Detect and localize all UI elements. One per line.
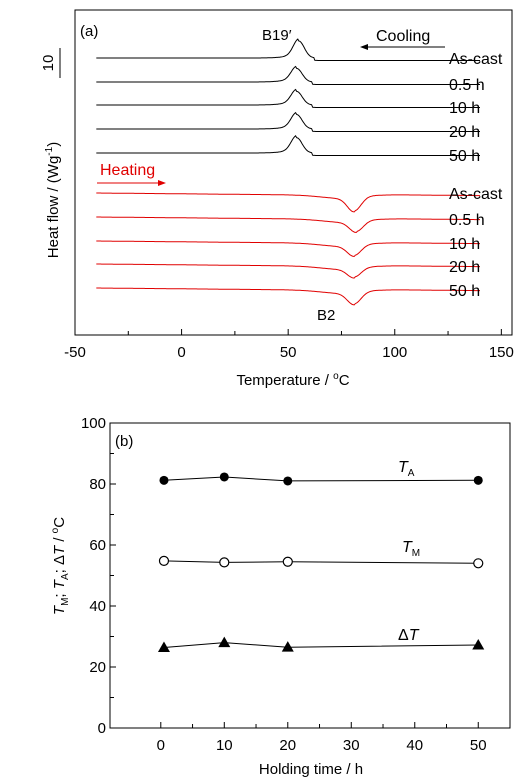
point-TA [159, 475, 169, 485]
panel-a-dsc-curves: (a) 10 Heat flow / (Wg-1) Cooling Heatin… [40, 9, 514, 389]
panel-a-xlabel: Temperature / oC [236, 371, 349, 389]
cooling-label: Cooling [376, 28, 430, 45]
point-TM [282, 556, 293, 567]
curve-cooling [96, 135, 480, 156]
point-TA [283, 476, 293, 486]
panel-a-xtick-label: -50 [64, 344, 86, 361]
panel-a-xtick-label: 0 [177, 344, 185, 361]
point-ΔT [218, 636, 231, 648]
panel-a-xticks: -50 0 50 100 150 [64, 329, 514, 361]
curve-labels-group: As-cast 0.5 h 10 h 20 h 50 h As-cast 0.5 h 10 h… [449, 51, 503, 300]
panel-b-xtick-label: 50 [470, 737, 487, 754]
panel-a-ylabel-main: Heat flow / (Wg [45, 156, 62, 259]
series-line-ΔT [163, 642, 479, 648]
curve-label-heating: 0.5 h [449, 212, 485, 229]
panel-b-ytick-label: 100 [81, 415, 106, 432]
panel-a-ylabel: Heat flow / (Wg-1) [44, 142, 62, 258]
panel-b-ytick-label: 60 [89, 537, 106, 554]
panel-b-frame [109, 422, 511, 729]
panel-a-label: (a) [80, 23, 98, 40]
point-TA [219, 472, 229, 482]
panel-a-ylabel-close: ) [45, 142, 62, 147]
point-TA [473, 475, 483, 485]
series-line-TM [163, 560, 479, 564]
panel-b-xticks: 0 10 20 30 40 50 [157, 722, 487, 754]
panel-b-xlabel: Holding time / h [259, 761, 363, 778]
curve-heating [96, 216, 480, 233]
panel-a-ylabel-exp: -1 [44, 146, 55, 155]
point-ΔT [281, 641, 294, 652]
panel-a-frame [74, 9, 513, 336]
panel-b-xtick-label: 20 [279, 737, 296, 754]
curve-label-heating: 50 h [449, 283, 480, 300]
curve-heating [96, 263, 480, 279]
panel-b-ytick-label: 80 [89, 476, 106, 493]
curve-label-heating: 20 h [449, 259, 480, 276]
panel-b-ytick-label: 20 [89, 659, 106, 676]
curve-label-heating: 10 h [449, 236, 480, 253]
point-TM [219, 557, 230, 568]
panel-a-xtick-label: 150 [489, 344, 514, 361]
panel-a-xtick-label: 50 [280, 344, 297, 361]
series-line-TA [163, 476, 479, 482]
curve-heating [96, 240, 480, 257]
curve-heating [96, 287, 480, 306]
point-ΔT [472, 639, 485, 650]
curve-cooling [96, 38, 480, 61]
series-label-TM: TM [402, 539, 420, 559]
panel-b-xtick-label: 40 [406, 737, 423, 754]
cooling-arrowhead [360, 44, 368, 50]
heating-arrowhead [158, 180, 166, 186]
panel-b-xtick-label: 30 [343, 737, 360, 754]
curve-label-cooling: As-cast [449, 51, 503, 68]
panel-b-xtick-label: 0 [157, 737, 165, 754]
panel-b-yticks: 0 20 40 60 80 100 [81, 415, 116, 737]
panel-b-ytick-label: 0 [98, 720, 106, 737]
panel-a-xtick-label: 100 [382, 344, 407, 361]
peak-label-b19: B19′ [262, 27, 292, 44]
curve-label-cooling: 0.5 h [449, 77, 485, 94]
curve-label-cooling: 50 h [449, 148, 480, 165]
heating-label: Heating [100, 162, 155, 179]
curve-cooling [96, 65, 480, 85]
peak-label-b2: B2 [317, 307, 335, 324]
curve-heating [96, 192, 480, 213]
curve-cooling [96, 111, 480, 132]
point-TM [158, 555, 170, 566]
curves-group [96, 38, 480, 306]
curve-cooling [96, 88, 480, 108]
curve-label-cooling: 20 h [449, 124, 480, 141]
panel-b-series: TA TM ΔT [157, 459, 485, 652]
panel-b-label: (b) [115, 433, 133, 450]
series-label-ΔT: ΔT [398, 627, 420, 644]
panel-b-ytick-label: 40 [89, 598, 106, 615]
panel-b-ylabel: TM; TA; ΔT / oC [50, 517, 71, 615]
scale-bar-label: 10 [40, 55, 57, 72]
curve-label-cooling: 10 h [449, 100, 480, 117]
panel-b-xtick-label: 10 [216, 737, 233, 754]
point-ΔT [157, 641, 170, 652]
series-label-TA: TA [398, 459, 415, 479]
panel-b-temperatures: (b) 0 20 40 60 80 100 0 10 20 30 40 50 TA TM ΔT TM; … [50, 415, 511, 778]
curve-label-heating: As-cast [449, 186, 503, 203]
point-TM [473, 558, 484, 569]
